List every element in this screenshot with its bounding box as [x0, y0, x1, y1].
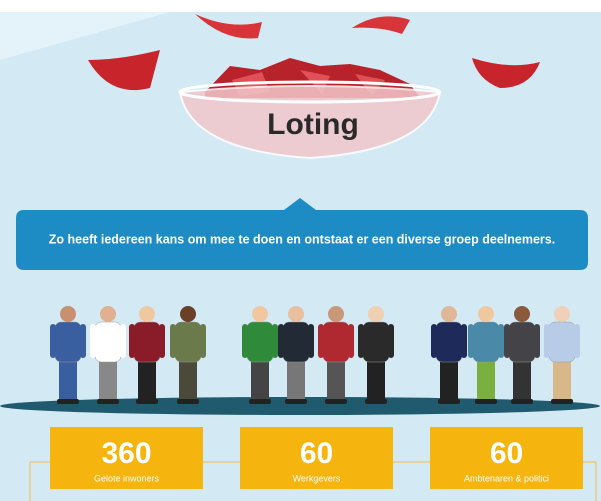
group-number: 360: [101, 437, 151, 470]
person-feet: [249, 399, 271, 404]
person-arm: [120, 324, 126, 358]
person-legs: [138, 356, 156, 400]
person-arm: [498, 324, 504, 358]
person-arm: [308, 324, 314, 358]
person-body: [472, 321, 500, 363]
person-body: [508, 321, 536, 363]
paper: [352, 16, 410, 34]
person-arm: [388, 324, 394, 358]
group-label: Gelote inwoners: [94, 473, 160, 483]
light-beam: [0, 12, 170, 60]
person-legs: [477, 356, 495, 400]
person-feet: [97, 399, 119, 404]
person-head: [139, 306, 155, 322]
person-arm: [574, 324, 580, 358]
bowl-rim: [178, 80, 442, 104]
person-body: [133, 321, 161, 363]
person-arm: [50, 324, 56, 358]
person-head: [441, 306, 457, 322]
person-legs: [287, 356, 305, 400]
person-arm: [159, 324, 165, 358]
title: Loting: [267, 108, 359, 141]
person-feet: [325, 399, 347, 404]
group-box: [430, 427, 583, 489]
person-body: [282, 321, 310, 363]
person-arm: [242, 324, 248, 358]
paper: [195, 14, 262, 39]
person-arm: [200, 324, 206, 358]
person-body: [174, 321, 202, 363]
person-body: [548, 321, 576, 363]
person-feet: [365, 399, 387, 404]
person-legs: [179, 356, 197, 400]
person-arm: [348, 324, 354, 358]
person-feet: [511, 399, 533, 404]
group-number: 60: [300, 437, 333, 470]
bowl: [178, 85, 442, 160]
person-arm: [278, 324, 284, 358]
person-legs: [367, 356, 385, 400]
person-head: [554, 306, 570, 322]
person-legs: [440, 356, 458, 400]
person-arm: [461, 324, 467, 358]
group-box: [240, 427, 393, 489]
paper: [88, 50, 160, 91]
person-arm: [170, 324, 176, 358]
group-box: [50, 427, 203, 489]
person-feet: [285, 399, 307, 404]
person-body: [362, 321, 390, 363]
person-feet: [57, 399, 79, 404]
outline: [29, 461, 597, 501]
person-arm: [504, 324, 510, 358]
person-head: [288, 306, 304, 322]
group-label: Ambtenaren & politici: [464, 473, 549, 483]
person-arm: [431, 324, 437, 358]
group-boxes: 360 Gelote inwoners 60 Werkgevers 60 Ambtenar…: [50, 427, 583, 489]
person-head: [180, 306, 196, 322]
person-legs: [251, 356, 269, 400]
people: [50, 306, 580, 404]
person-feet: [136, 399, 158, 404]
person-arm: [544, 324, 550, 358]
person-arm: [272, 324, 278, 358]
person-head: [478, 306, 494, 322]
person-feet: [438, 399, 460, 404]
message: Zo heeft iedereen kans om mee te doen en…: [49, 232, 555, 246]
person-head: [60, 306, 76, 322]
person-arm: [90, 324, 96, 358]
person-legs: [59, 356, 77, 400]
person-legs: [99, 356, 117, 400]
person-arm: [129, 324, 135, 358]
group-number: 60: [490, 437, 523, 470]
person-head: [252, 306, 268, 322]
person-body: [246, 321, 274, 363]
person-legs: [513, 356, 531, 400]
person-body: [322, 321, 350, 363]
person-feet: [475, 399, 497, 404]
top-strip: [0, 0, 601, 12]
person-head: [100, 306, 116, 322]
person-body: [54, 321, 82, 363]
person-legs: [327, 356, 345, 400]
speech-bubble: [16, 198, 588, 270]
person-feet: [551, 399, 573, 404]
person-legs: [553, 356, 571, 400]
person-head: [368, 306, 384, 322]
person-head: [328, 306, 344, 322]
person-arm: [534, 324, 540, 358]
group-label: Werkgevers: [293, 473, 341, 483]
person-arm: [358, 324, 364, 358]
person-body: [435, 321, 463, 363]
person-arm: [318, 324, 324, 358]
paper: [472, 58, 540, 88]
person-body: [94, 321, 122, 363]
person-arm: [468, 324, 474, 358]
person-arm: [80, 324, 86, 358]
person-feet: [177, 399, 199, 404]
person-head: [514, 306, 530, 322]
